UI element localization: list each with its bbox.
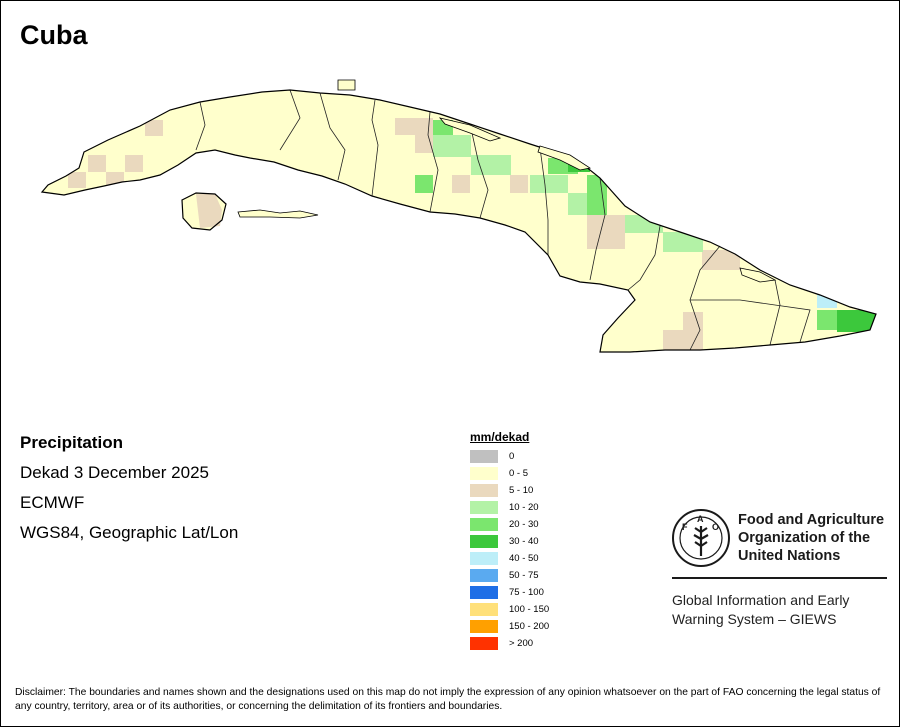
cays bbox=[237, 79, 777, 283]
province-boundaries bbox=[195, 89, 811, 351]
legend-title: mm/dekad bbox=[470, 430, 530, 444]
legend-swatch bbox=[470, 501, 498, 514]
legend-label: 100 - 150 bbox=[509, 604, 550, 615]
fao-emblem-icon: F A O bbox=[672, 509, 730, 567]
cell-20-30 bbox=[415, 175, 433, 193]
fao-logo-letter: F bbox=[682, 522, 688, 532]
legend-item: 0 bbox=[470, 448, 549, 465]
disclaimer-text: Disclaimer: The boundaries and names sho… bbox=[15, 687, 881, 712]
fao-logo-letter: O bbox=[712, 522, 719, 532]
cell-5-10 bbox=[510, 175, 528, 193]
legend-item: 10 - 20 bbox=[470, 499, 549, 516]
legend-swatch bbox=[470, 552, 498, 565]
map-info: Precipitation Dekad 3 December 2025 ECMW… bbox=[20, 433, 238, 553]
giews-name: Global Information and Early Warning Sys… bbox=[672, 591, 849, 629]
legend-label: 50 - 75 bbox=[509, 570, 539, 581]
isla-de-la-juventud bbox=[181, 192, 227, 231]
org-name-line: Food and Agriculture bbox=[738, 512, 885, 528]
legend-label: 5 - 10 bbox=[509, 485, 534, 496]
legend-swatch bbox=[470, 603, 498, 616]
cell-5-10 bbox=[68, 172, 86, 188]
legend-label: 0 - 5 bbox=[509, 468, 529, 479]
projection-label: WGS84, Geographic Lat/Lon bbox=[20, 523, 239, 542]
legend-swatch bbox=[470, 467, 498, 480]
fao-logo-letter: A bbox=[697, 514, 704, 524]
cell-5-10 bbox=[702, 250, 740, 270]
legend-swatch bbox=[470, 518, 498, 531]
org-name-line: Organization of the bbox=[738, 530, 871, 546]
legend-label: 10 - 20 bbox=[509, 502, 539, 513]
cuba-coastline bbox=[40, 89, 877, 353]
legend-label: 150 - 200 bbox=[509, 621, 550, 632]
legend-item: 30 - 40 bbox=[470, 533, 549, 550]
legend-label: 40 - 50 bbox=[509, 553, 539, 564]
cell-10-20 bbox=[471, 155, 511, 175]
map-title: Cuba bbox=[20, 20, 88, 50]
legend-swatch bbox=[470, 637, 498, 650]
cell-20-30 bbox=[817, 310, 837, 330]
period-label: Dekad 3 December 2025 bbox=[20, 463, 210, 482]
cell-5-10 bbox=[587, 215, 625, 249]
giews-line: Global Information and Early bbox=[672, 592, 850, 608]
cell-10-20 bbox=[530, 175, 568, 193]
precipitation-legend: mm/dekad 0 0 - 5 5 - 10 10 - 20 20 - 30 30 - … bbox=[470, 430, 549, 652]
legend-item: 0 - 5 bbox=[470, 465, 549, 482]
variable-title: Precipitation bbox=[20, 433, 123, 452]
org-name-line: United Nations bbox=[738, 548, 841, 564]
cell-30-40 bbox=[837, 310, 876, 332]
cell-20-30 bbox=[587, 175, 607, 215]
legend-items: 0 0 - 5 5 - 10 10 - 20 20 - 30 30 - 40 40 - 50… bbox=[470, 448, 549, 652]
cell-5-10 bbox=[395, 118, 433, 135]
legend-swatch bbox=[470, 450, 498, 463]
legend-item: 75 - 100 bbox=[470, 584, 549, 601]
cell-10-20 bbox=[663, 232, 703, 252]
legend-swatch bbox=[470, 535, 498, 548]
legend-label: 30 - 40 bbox=[509, 536, 539, 547]
cell-5-10 bbox=[452, 175, 470, 193]
cell-5-10 bbox=[88, 155, 106, 172]
legend-item: 150 - 200 bbox=[470, 618, 549, 635]
legend-swatch bbox=[470, 620, 498, 633]
organization-divider bbox=[672, 577, 887, 579]
legend-label: 0 bbox=[509, 451, 515, 462]
cell-5-10 bbox=[663, 330, 703, 352]
legend-item: 100 - 150 bbox=[470, 601, 549, 618]
legend-swatch bbox=[470, 484, 498, 497]
legend-item: 5 - 10 bbox=[470, 482, 549, 499]
cell-5-10 bbox=[683, 312, 703, 330]
legend-item: 20 - 30 bbox=[470, 516, 549, 533]
cell-5-10 bbox=[125, 155, 143, 172]
legend-label: 20 - 30 bbox=[509, 519, 539, 530]
legend-item: 50 - 75 bbox=[470, 567, 549, 584]
cell-5-10 bbox=[145, 120, 163, 136]
legend-label: 75 - 100 bbox=[509, 587, 544, 598]
legend-label: > 200 bbox=[509, 638, 534, 649]
cuba-precipitation-map bbox=[40, 79, 877, 353]
precipitation-grid bbox=[68, 118, 876, 352]
cuba-landmass bbox=[42, 90, 876, 352]
cell-5-10 bbox=[415, 135, 433, 153]
legend-item: > 200 bbox=[470, 635, 549, 652]
cell-10-20 bbox=[433, 135, 471, 157]
legend-swatch bbox=[470, 569, 498, 582]
model-label: ECMWF bbox=[20, 493, 85, 512]
legend-item: 40 - 50 bbox=[470, 550, 549, 567]
cell-5-10 bbox=[106, 172, 124, 188]
legend-swatch bbox=[470, 586, 498, 599]
giews-line: Warning System – GIEWS bbox=[672, 611, 837, 627]
organization-name: Food and Agriculture Organization of the… bbox=[738, 511, 884, 565]
